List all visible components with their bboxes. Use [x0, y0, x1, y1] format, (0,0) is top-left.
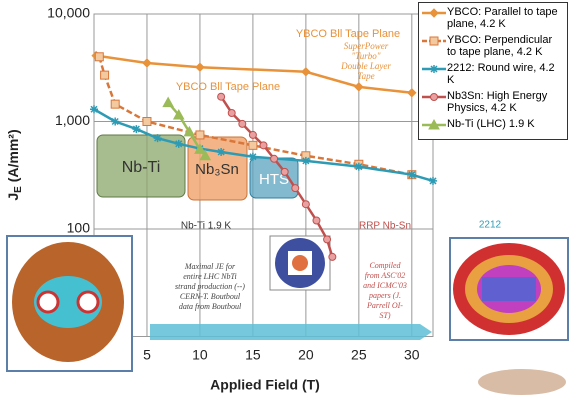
- legend-item: YBCO: Parallel to tape plane, 4.2 K: [421, 6, 564, 30]
- region-label: Nb-Ti: [122, 159, 161, 176]
- annotation: CERN-T. Boutboul: [180, 292, 241, 301]
- legend-label: Nb-Ti (LHC) 1.9 K: [447, 118, 535, 130]
- point: [175, 140, 183, 148]
- x-tick-label: 15: [245, 347, 261, 363]
- legend: YBCO: Parallel to tape plane, 4.2 K YBCO:…: [418, 2, 568, 140]
- point: [217, 148, 225, 156]
- annotation: 2212: [479, 220, 502, 231]
- point: [292, 185, 299, 192]
- point: [260, 142, 267, 149]
- legend-swatch: [421, 62, 447, 76]
- point: [430, 37, 438, 45]
- x-tick-label: 25: [351, 347, 367, 363]
- point: [431, 94, 438, 101]
- point: [239, 120, 246, 127]
- point: [196, 131, 204, 139]
- point: [355, 163, 363, 171]
- legend-label: Nb3Sn: High Energy Physics, 4.2 K: [447, 90, 564, 114]
- point: [408, 171, 416, 179]
- legend-swatch: [421, 34, 447, 48]
- point: [228, 109, 235, 116]
- point: [143, 118, 151, 126]
- page: 10,0001,00010051015202530 Nb-Ti Nb₃Sn HT…: [0, 0, 575, 397]
- legend-label: YBCO: Perpendicular to tape plane, 4.2 K: [447, 34, 564, 58]
- point: [90, 105, 98, 113]
- region-label: Nb₃Sn: [195, 161, 239, 178]
- point: [329, 253, 336, 260]
- point: [218, 93, 225, 100]
- annotation: entire LHC NbTi: [183, 272, 237, 281]
- legend-item: 2212: Round wire, 4.2 K: [421, 62, 564, 86]
- legend-swatch: [421, 6, 447, 20]
- annotation: and ICMC'03: [363, 281, 407, 290]
- point: [324, 236, 331, 243]
- annotation: Double Layer: [340, 61, 391, 71]
- annotation: Compiled: [369, 261, 401, 270]
- y-axis-label: JE (A/mm²): [5, 129, 24, 200]
- annotation: Tape: [357, 71, 374, 81]
- y-label-main: J: [5, 193, 21, 201]
- point: [302, 201, 309, 208]
- annotation: Maximal JE for: [184, 262, 236, 271]
- legend-swatch: [421, 90, 447, 104]
- legend-label: 2212: Round wire, 4.2 K: [447, 62, 564, 86]
- annotation: RRP Nb-Sn: [359, 221, 411, 232]
- y-label-unit: (A/mm²): [5, 129, 21, 186]
- x-tick-label: 10: [192, 347, 208, 363]
- y-tick-label: 1,000: [55, 112, 90, 128]
- point: [101, 71, 109, 79]
- magnet-cross-section: [7, 236, 132, 371]
- y-tick-label: 10,000: [47, 5, 90, 21]
- arrow-band: [150, 324, 432, 340]
- point: [302, 157, 310, 165]
- point: [111, 100, 119, 108]
- point: [271, 155, 278, 162]
- legend-item: Nb3Sn: High Energy Physics, 4.2 K: [421, 90, 564, 114]
- point: [281, 168, 288, 175]
- point: [430, 9, 438, 17]
- point: [111, 118, 119, 126]
- annotation: data from Boutboul: [179, 302, 242, 311]
- annotation: strand production (--): [175, 282, 245, 291]
- annotation: YBCO Bll Tape Plane: [296, 28, 400, 40]
- point: [95, 53, 103, 61]
- annotation: "Turbo": [351, 51, 380, 61]
- legend-item: Nb-Ti (LHC) 1.9 K: [421, 118, 564, 132]
- point: [132, 125, 140, 133]
- annotation: YBCO Bll Tape Plane: [176, 81, 280, 93]
- x-tick-label: 30: [404, 347, 420, 363]
- point: [249, 141, 257, 149]
- coil-image: [270, 236, 330, 290]
- point: [429, 177, 437, 185]
- annotation: SuperPower: [344, 41, 389, 51]
- annotation: Parrell OI-: [366, 301, 403, 310]
- legend-item: YBCO: Perpendicular to tape plane, 4.2 K: [421, 34, 564, 58]
- annotation: from ASC'02: [365, 271, 406, 280]
- x-tick-label: 5: [143, 347, 151, 363]
- point: [313, 217, 320, 224]
- annotation: papers (J.: [368, 291, 401, 300]
- point: [154, 134, 162, 142]
- point: [249, 153, 257, 161]
- point: [430, 65, 438, 73]
- field-map: [450, 238, 568, 340]
- legend-swatch: [421, 118, 447, 132]
- y-tick-label: 100: [67, 220, 91, 236]
- legend-label: YBCO: Parallel to tape plane, 4.2 K: [447, 6, 564, 30]
- logo-image: [478, 369, 566, 395]
- annotation: Nb-Ti 1.9 K: [181, 221, 232, 232]
- x-tick-label: 20: [298, 347, 314, 363]
- x-axis-label: Applied Field (T): [210, 377, 320, 393]
- annotation: ST): [379, 311, 390, 320]
- point: [249, 131, 256, 138]
